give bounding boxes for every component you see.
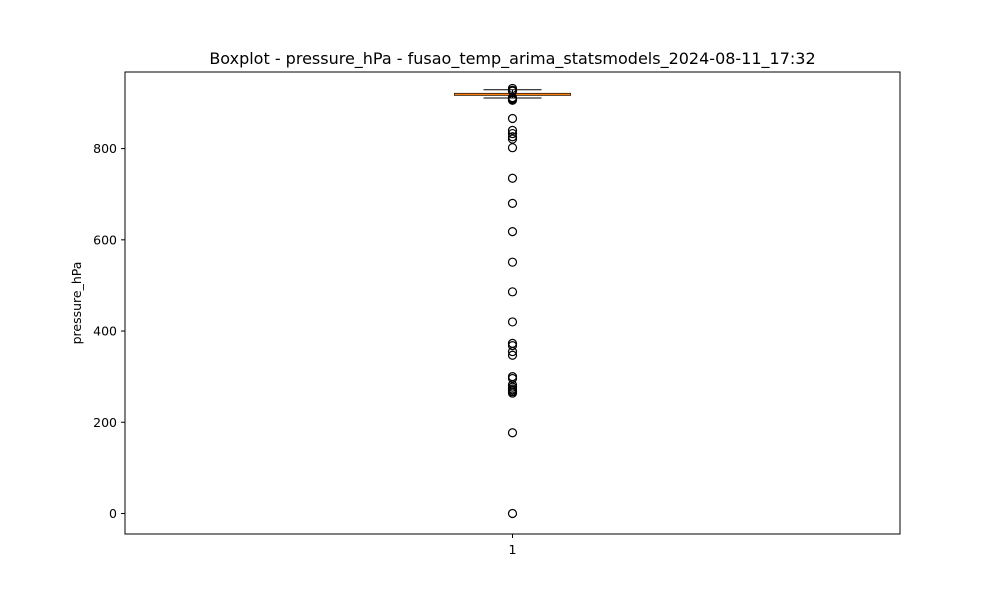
y-tick-label: 0 [109,506,117,521]
outlier-point [507,132,518,142]
outlier-point [507,428,518,438]
outlier-point [507,350,518,360]
y-tick-label: 200 [93,415,117,430]
outlier-point [507,143,518,153]
outlier-point [507,257,518,267]
y-tick-label: 800 [93,141,117,156]
outlier-point [507,317,518,327]
outlier-point [507,287,518,297]
outlier-point [507,198,518,208]
outlier-point [507,128,518,139]
outlier-point [507,173,518,183]
outlier-point [507,134,518,144]
y-axis-label: pressure_hPa [69,262,84,345]
chart-title: Boxplot - pressure_hPa - fusao_temp_arim… [209,49,815,69]
outlier-point [507,388,518,398]
outlier-point [507,346,518,357]
x-axis-ticks: 1 [509,534,517,557]
outlier-point [507,95,518,105]
y-tick-label: 600 [93,232,117,247]
outlier-point [507,508,518,519]
outlier-point [507,341,518,351]
y-tick-label: 400 [93,324,117,339]
outlier-point [507,227,518,237]
outlier-point [507,125,518,135]
x-tick-label: 1 [509,542,517,557]
plot-frame [124,71,901,535]
outlier-point [507,113,518,124]
y-axis-ticks: 0 200 400 600 800 [93,141,125,521]
outlier-point [507,373,518,384]
outlier-point [507,372,518,382]
outlier-layer [507,83,518,519]
